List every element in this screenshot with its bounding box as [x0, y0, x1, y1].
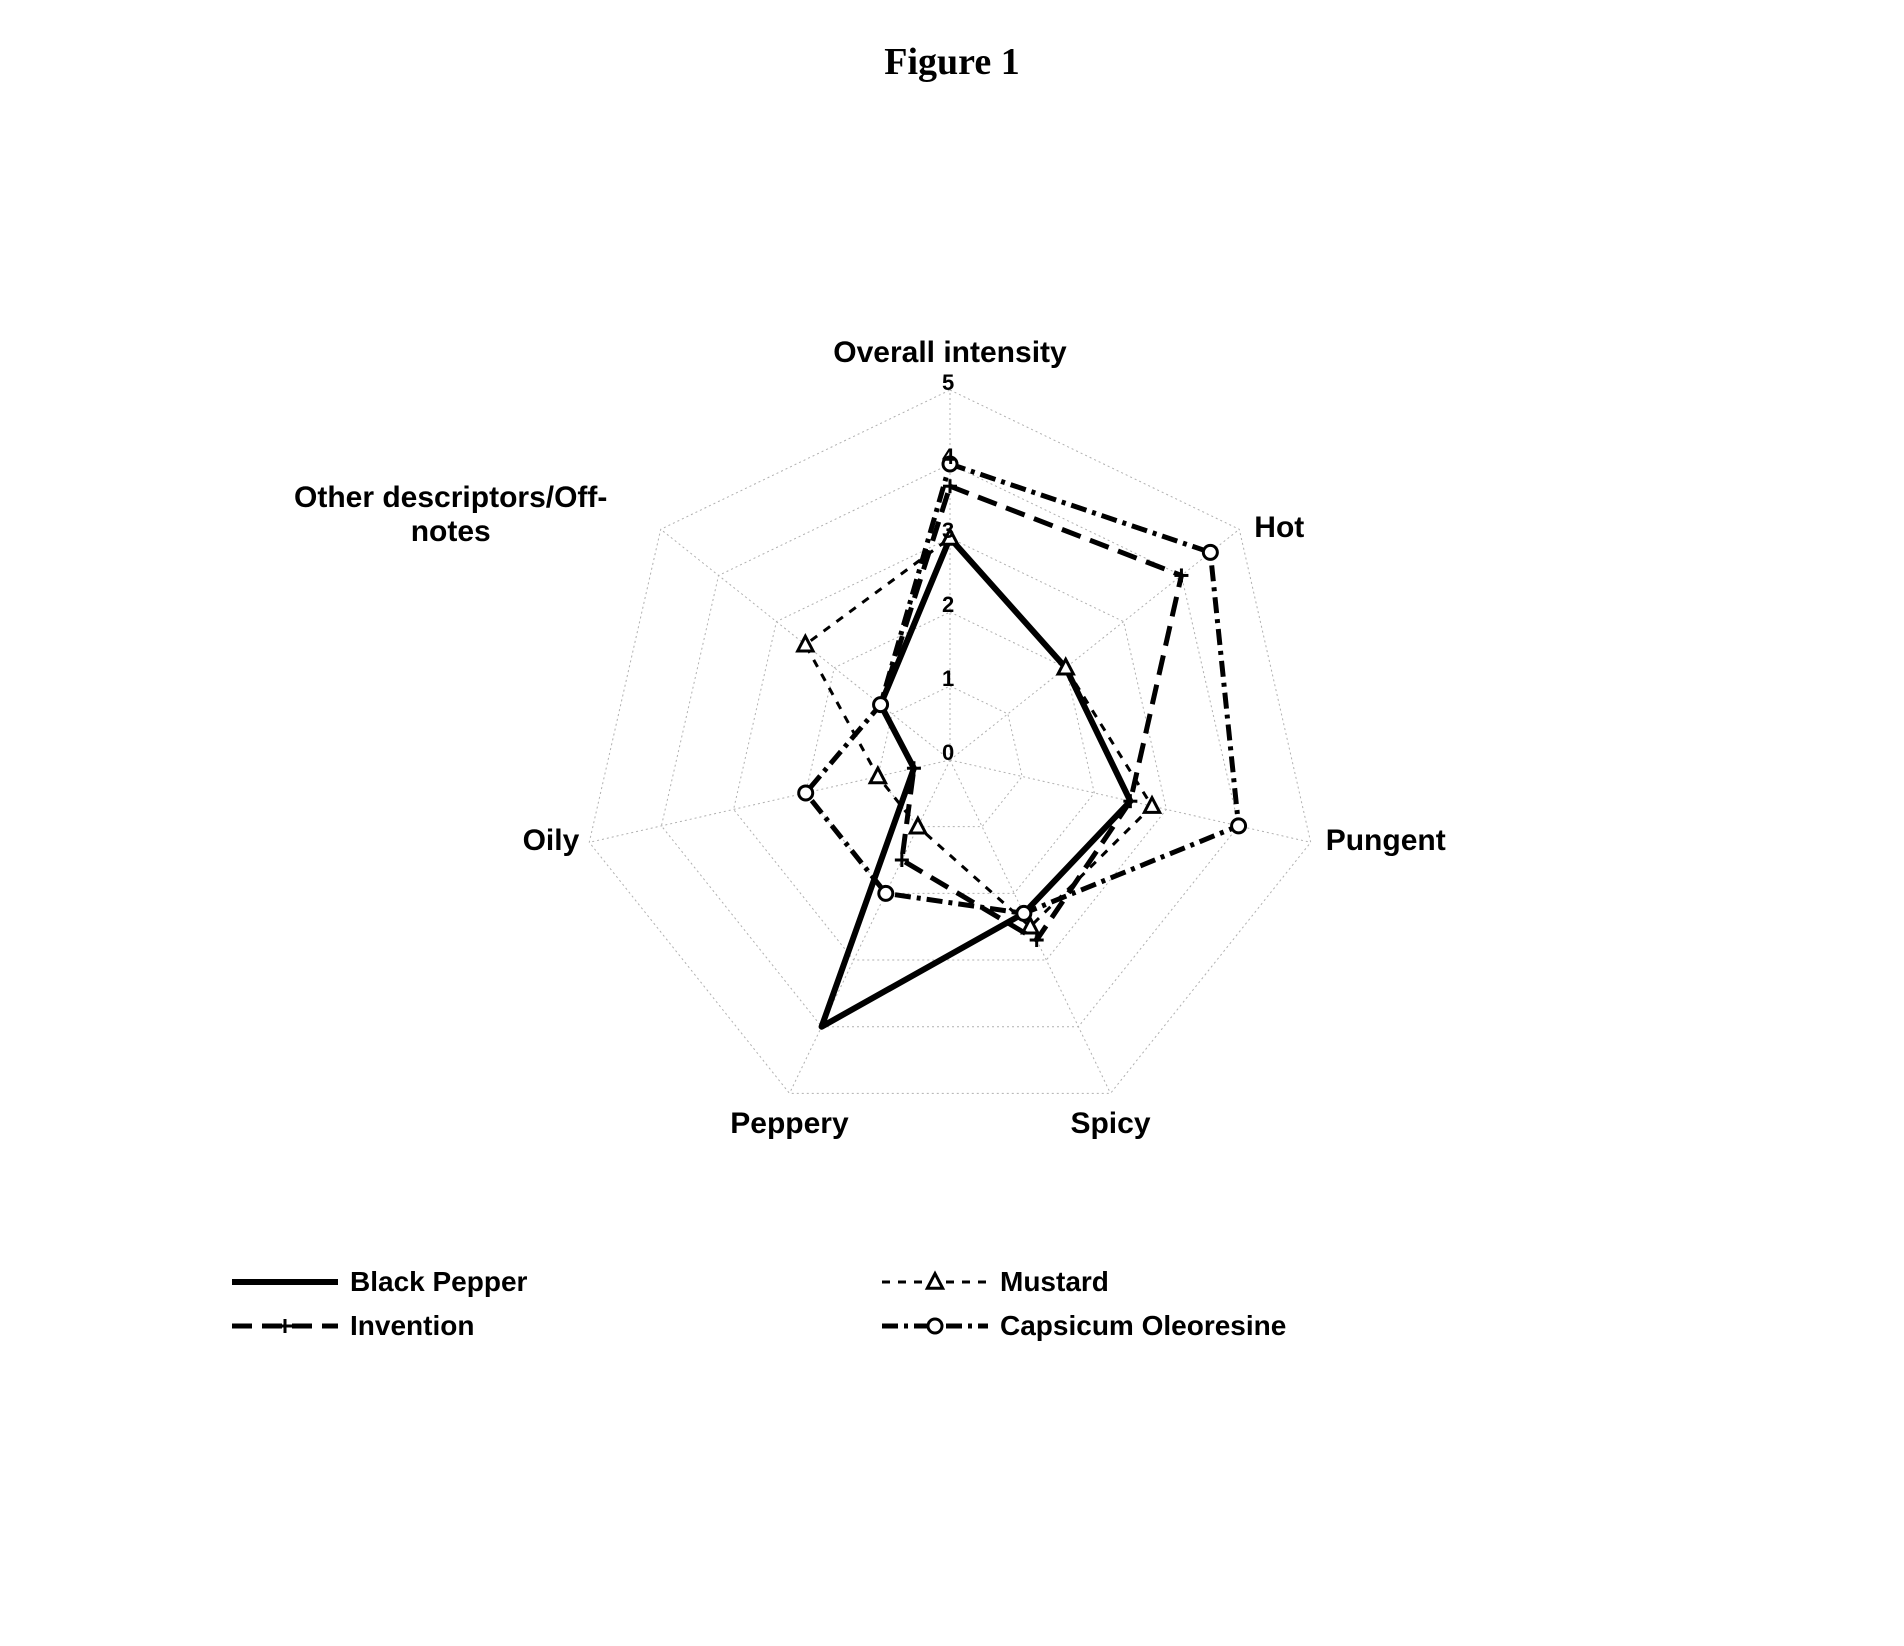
marker-triangle — [1144, 798, 1159, 813]
marker-triangle — [927, 1274, 942, 1289]
marker-circle — [799, 786, 813, 800]
marker-triangle — [870, 768, 885, 783]
marker-circle — [879, 886, 893, 900]
marker-circle — [874, 698, 888, 712]
tick-label: 0 — [942, 740, 954, 766]
legend-item: Mustard — [880, 1260, 1530, 1304]
series-line — [806, 464, 1239, 913]
legend-label: Mustard — [1000, 1266, 1109, 1298]
legend-swatch — [880, 1311, 990, 1341]
legend-label: Black Pepper — [350, 1266, 527, 1298]
marker-circle — [1017, 906, 1031, 920]
tick-label: 2 — [942, 592, 954, 618]
axis-label: Oily — [219, 824, 579, 858]
tick-label: 1 — [942, 666, 954, 692]
legend-col-left: Black Pepper Invention — [230, 1260, 880, 1348]
grid-spoke — [789, 760, 950, 1093]
marker-plus — [943, 479, 957, 493]
legend-label: Capsicum Oleoresine — [1000, 1310, 1286, 1342]
legend-swatch — [230, 1267, 340, 1297]
legend-item: Black Pepper — [230, 1260, 880, 1304]
axis-label: Overall intensity — [770, 336, 1130, 370]
marker-circle — [928, 1319, 942, 1333]
tick-label: 4 — [942, 444, 954, 470]
marker-triangle — [798, 636, 813, 651]
legend-swatch — [880, 1267, 990, 1297]
tick-label: 5 — [942, 370, 954, 396]
tick-label: 3 — [942, 518, 954, 544]
legend-label: Invention — [350, 1310, 474, 1342]
marker-plus — [278, 1319, 292, 1333]
axis-label: Peppery — [609, 1107, 969, 1141]
page: Figure 1 Overall intensity Hot Pungent Spic… — [0, 0, 1904, 1646]
series-line — [822, 538, 1131, 1027]
legend-item: Capsicum Oleoresine — [880, 1304, 1530, 1348]
axis-label: Hot — [1254, 511, 1614, 545]
axis-label: Pungent — [1326, 824, 1686, 858]
marker-plus — [1174, 568, 1188, 582]
marker-circle — [1203, 545, 1217, 559]
axis-label: Spicy — [931, 1107, 1291, 1141]
figure-title: Figure 1 — [0, 40, 1904, 84]
legend-col-right: Mustard Capsicum Oleoresine — [880, 1260, 1530, 1348]
legend-item: Invention — [230, 1304, 880, 1348]
axis-label: Other descriptors/Off- notes — [271, 481, 631, 549]
legend-swatch — [230, 1311, 340, 1341]
marker-circle — [1232, 819, 1246, 833]
legend: Black Pepper Invention Mustard Capsicum Ol… — [230, 1260, 1530, 1348]
